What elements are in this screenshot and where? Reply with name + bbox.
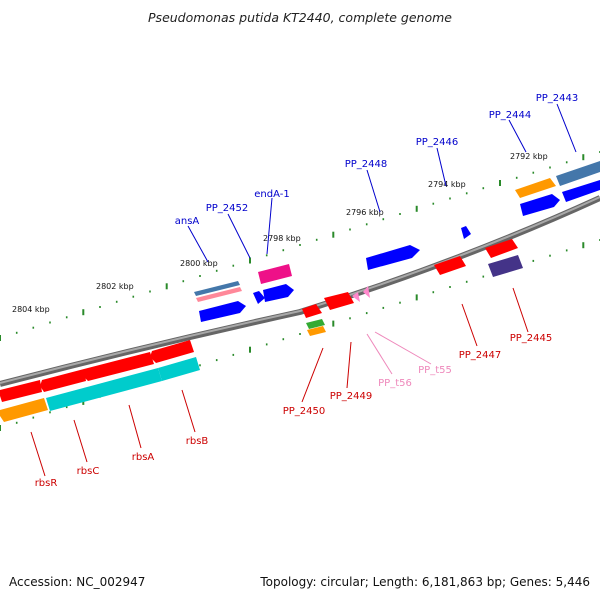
gene-labels: ansA PP_2452 endA-1 PP_2448 PP_2446 PP_2… <box>35 93 579 489</box>
gene-PP_2449-feature[interactable] <box>324 292 354 310</box>
gene-PP_2450-feature[interactable] <box>302 304 322 318</box>
label-ansA[interactable]: ansA <box>175 216 200 227</box>
gene-PP_2445-feature[interactable] <box>488 255 523 277</box>
label-PP_t55[interactable]: PP_t55 <box>418 365 452 376</box>
gene-rbsC-feature[interactable] <box>40 369 86 392</box>
label-PP_2448[interactable]: PP_2448 <box>345 159 388 170</box>
gene-endA-small-feature[interactable] <box>253 291 265 304</box>
gene-PP_2450-orange-feature[interactable] <box>307 326 326 336</box>
gene-PP_2443-feature[interactable] <box>556 161 600 186</box>
gene-ansA-salmon-feature[interactable] <box>196 287 242 302</box>
gene-PP_2446-feature[interactable] <box>461 226 471 239</box>
leader-PP_2445 <box>512 287 529 333</box>
label-PP_2449[interactable]: PP_2449 <box>330 391 373 402</box>
gene-PP_2445-red-feature[interactable] <box>485 239 518 258</box>
leader-lines <box>30 103 577 477</box>
gene-PP_2444-orange-feature[interactable] <box>515 178 556 198</box>
gene-rbsR-feature[interactable] <box>0 380 42 402</box>
ruler-label-2800: 2800 kbp <box>180 259 218 268</box>
gene-PP_t55-feature[interactable] <box>363 286 370 298</box>
leader-PP_2443 <box>556 103 577 153</box>
map-title: Pseudomonas putida KT2440, complete geno… <box>148 10 452 25</box>
gene-PP_t56-feature[interactable] <box>352 292 360 302</box>
leader-PP_2448 <box>366 169 381 213</box>
leader-endA-1 <box>266 197 273 255</box>
gene-rbsC-cyan-feature[interactable] <box>46 368 162 411</box>
leader-PP_2446 <box>436 147 447 187</box>
label-PP_2446[interactable]: PP_2446 <box>416 137 459 148</box>
leader-rbsC <box>73 419 88 463</box>
gene-PP_2447-feature[interactable] <box>434 256 466 275</box>
label-PP_2445[interactable]: PP_2445 <box>510 333 553 344</box>
gene-PP_2452-feature[interactable] <box>199 301 246 322</box>
label-PP_2444[interactable]: PP_2444 <box>489 110 532 121</box>
gene-rbsA-feature[interactable] <box>82 352 154 381</box>
leader-PP_2452 <box>227 213 251 259</box>
genome-summary-text: Topology: circular; Length: 6,181,863 bp… <box>259 575 590 589</box>
reverse-strand-genes <box>0 239 523 422</box>
leader-PP_2447 <box>461 303 478 347</box>
leader-PP_2449 <box>346 341 352 389</box>
genome-backbone <box>0 195 600 387</box>
gene-rbsB-feature[interactable] <box>150 340 194 363</box>
ruler-label-2802: 2802 kbp <box>96 282 134 291</box>
gene-rbsR-orange-feature[interactable] <box>0 398 48 422</box>
leader-rbsB <box>181 389 196 433</box>
gene-PP_2443-blue-feature[interactable] <box>562 180 600 202</box>
leader-PP_t56 <box>366 333 393 375</box>
label-rbsB[interactable]: rbsB <box>186 436 209 447</box>
leader-PP_2444 <box>508 119 527 153</box>
leader-rbsA <box>128 404 142 449</box>
ruler-label-2794: 2794 kbp <box>428 180 466 189</box>
label-PP_2447[interactable]: PP_2447 <box>459 350 502 361</box>
gene-rbsB-cyan-feature[interactable] <box>158 357 200 381</box>
leader-ansA <box>187 225 209 263</box>
ruler-label-2792: 2792 kbp <box>510 152 548 161</box>
leader-PP_2450 <box>301 347 324 403</box>
forward-strand-genes <box>194 161 600 322</box>
label-rbsC[interactable]: rbsC <box>77 466 100 477</box>
gene-ansA-feature[interactable] <box>194 281 240 296</box>
gene-PP_2450-green-feature[interactable] <box>306 319 325 329</box>
label-endA-1[interactable]: endA-1 <box>254 189 289 200</box>
label-rbsR[interactable]: rbsR <box>35 478 58 489</box>
label-PP_t56[interactable]: PP_t56 <box>378 378 412 389</box>
ruler-label-2796: 2796 kbp <box>346 208 384 217</box>
label-PP_2443[interactable]: PP_2443 <box>536 93 579 104</box>
label-PP_2452[interactable]: PP_2452 <box>206 203 249 214</box>
leader-rbsR <box>30 431 46 477</box>
label-PP_2450[interactable]: PP_2450 <box>283 406 326 417</box>
gene-PP_2444-feature[interactable] <box>520 194 560 216</box>
ruler-label-2798: 2798 kbp <box>263 234 301 243</box>
gene-PP_2448-feature[interactable] <box>366 245 420 270</box>
label-rbsA[interactable]: rbsA <box>132 452 155 463</box>
ruler-label-2804: 2804 kbp <box>12 305 50 314</box>
leader-PP_t55 <box>374 331 432 365</box>
gene-endA-1-feature[interactable] <box>258 264 292 284</box>
gene-endA-blue-feature[interactable] <box>263 284 294 302</box>
accession-text: Accession: NC_002947 <box>9 575 145 589</box>
